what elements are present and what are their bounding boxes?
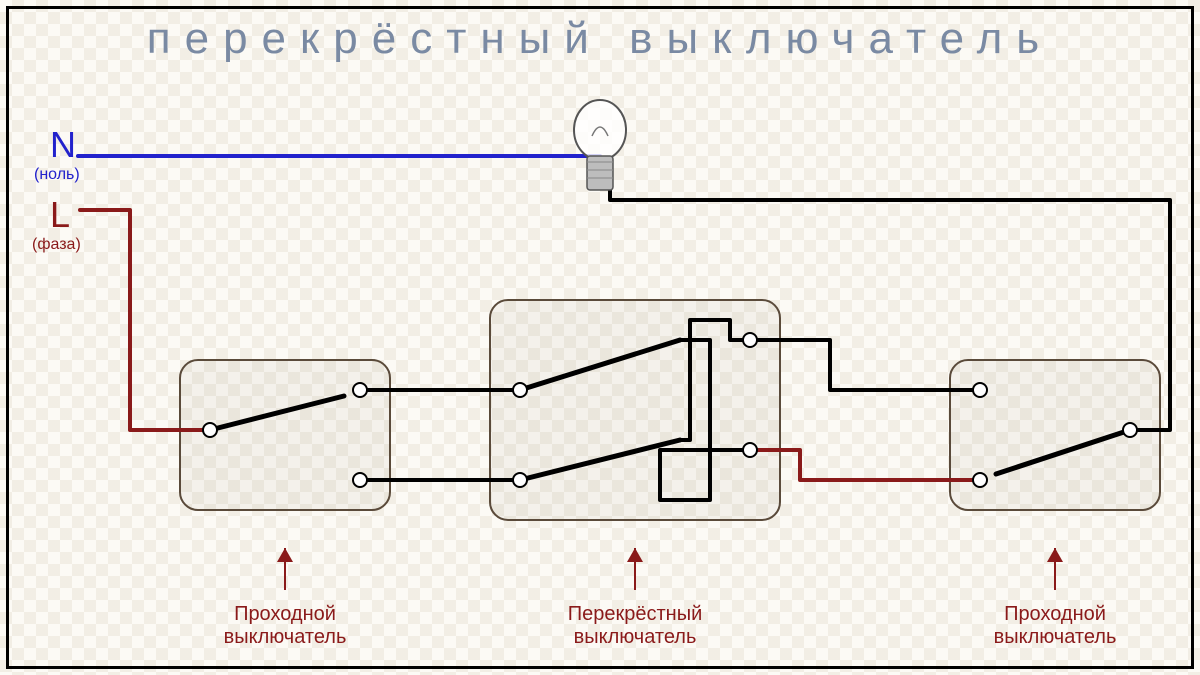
sw2-term-out_bot	[743, 443, 757, 457]
switch3-label-line1: Проходной	[1004, 603, 1106, 625]
sw2-term-in_bot	[513, 473, 527, 487]
switch2-label-line1: Перекрёстный	[568, 603, 703, 625]
sw2-term-out_top	[743, 333, 757, 347]
sw3-arrow-head-icon	[1047, 548, 1063, 562]
lamp-bulb-icon	[574, 100, 626, 160]
sw1-term-t_bot	[353, 473, 367, 487]
wiring-svg	[0, 0, 1200, 675]
switch1-label: Проходной выключатель	[195, 603, 375, 649]
switch3-label-line2: выключатель	[994, 626, 1117, 648]
switch1-label-line2: выключатель	[224, 626, 347, 648]
sw2-out-bot-to-sw3-bot	[750, 450, 980, 480]
sw3-term-t_top	[973, 383, 987, 397]
switch2-label-line2: выключатель	[574, 626, 697, 648]
sw2-out-top-to-sw3-top	[750, 340, 980, 390]
sw1-arrow-head-icon	[277, 548, 293, 562]
lamp-base-icon	[587, 156, 613, 190]
sw1-term-common	[203, 423, 217, 437]
sw2-term-in_top	[513, 383, 527, 397]
sw2-arrow-head-icon	[627, 548, 643, 562]
sw2-box	[490, 300, 780, 520]
sw1-term-t_top	[353, 383, 367, 397]
switch1-label-line1: Проходной	[234, 603, 336, 625]
sw3-term-t_bot	[973, 473, 987, 487]
switch2-label: Перекрёстный выключатель	[545, 603, 725, 649]
switch3-label: Проходной выключатель	[965, 603, 1145, 649]
sw3-term-common	[1123, 423, 1137, 437]
